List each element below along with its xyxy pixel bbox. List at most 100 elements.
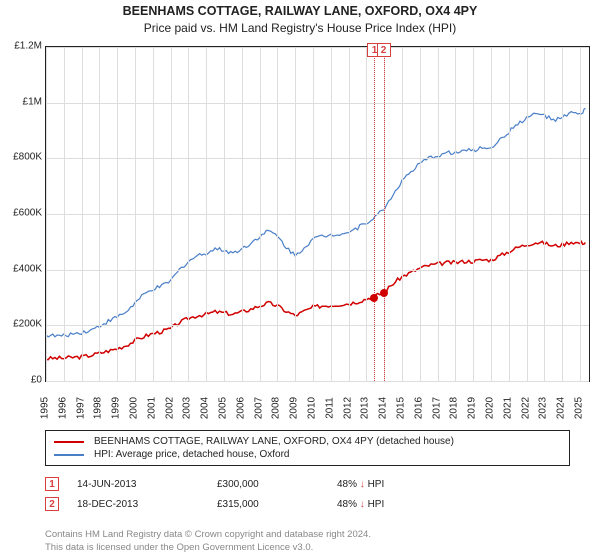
gridline-v: [402, 47, 403, 381]
gridline-h: [46, 325, 589, 326]
y-tick-label: £0: [2, 375, 42, 386]
reference-badge: 2: [377, 43, 391, 57]
sale-delta: 48% ↓ HPI: [337, 499, 417, 510]
x-tick-label: 2018: [449, 397, 460, 419]
x-tick-label: 2001: [146, 397, 157, 419]
gridline-v: [331, 47, 332, 381]
sales-table: 114-JUN-2013£300,00048% ↓ HPI 2 18-DEC-201…: [45, 474, 570, 514]
sale-price: £300,000: [217, 479, 337, 490]
x-axis: 1995199619971998199920002001200220032004…: [45, 384, 590, 424]
gridline-v: [82, 47, 83, 381]
x-tick-label: 2014: [378, 397, 389, 419]
y-tick-label: £1M: [2, 96, 42, 107]
legend-label: BEENHAMS COTTAGE, RAILWAY LANE, OXFORD, …: [94, 436, 454, 447]
x-tick-label: 1996: [57, 397, 68, 419]
y-tick-label: £400K: [2, 263, 42, 274]
x-tick-label: 2023: [538, 397, 549, 419]
x-tick-label: 1995: [40, 397, 51, 419]
x-tick-label: 2024: [556, 397, 567, 419]
sale-delta: 48% ↓ HPI: [337, 479, 417, 490]
x-tick-label: 2025: [574, 397, 585, 419]
gridline-v: [206, 47, 207, 381]
sale-marker-dot: [380, 289, 388, 297]
x-tick-label: 2003: [182, 397, 193, 419]
attribution-line-2: This data is licensed under the Open Gov…: [45, 542, 371, 554]
sale-date: 14-JUN-2013: [77, 479, 217, 490]
x-tick-label: 2009: [289, 397, 300, 419]
reference-line: [384, 47, 385, 381]
gridline-v: [277, 47, 278, 381]
legend-label: HPI: Average price, detached house, Oxfo…: [94, 449, 290, 460]
x-tick-label: 2005: [218, 397, 229, 419]
x-tick-label: 2008: [271, 397, 282, 419]
x-tick-label: 2020: [485, 397, 496, 419]
legend-row: HPI: Average price, detached house, Oxfo…: [54, 448, 561, 461]
gridline-v: [580, 47, 581, 381]
gridline-v: [171, 47, 172, 381]
gridline-v: [224, 47, 225, 381]
gridline-h: [46, 214, 589, 215]
series-line-hpi_oxford: [46, 108, 585, 337]
chart-subtitle: Price paid vs. HM Land Registry's House …: [0, 21, 600, 35]
gridline-v: [313, 47, 314, 381]
gridline-v: [544, 47, 545, 381]
x-tick-label: 2000: [129, 397, 140, 419]
x-tick-label: 2019: [467, 397, 478, 419]
gridline-v: [153, 47, 154, 381]
gridline-h: [46, 103, 589, 104]
y-tick-label: £800K: [2, 152, 42, 163]
title-block: BEENHAMS COTTAGE, RAILWAY LANE, OXFORD, …: [0, 0, 600, 37]
gridline-v: [117, 47, 118, 381]
gridline-v: [242, 47, 243, 381]
x-tick-label: 2021: [502, 397, 513, 419]
down-arrow-icon: ↓: [360, 479, 365, 490]
gridline-v: [64, 47, 65, 381]
gridline-v: [295, 47, 296, 381]
reference-line: [374, 47, 375, 381]
sale-badge: 2: [45, 497, 59, 511]
x-tick-label: 1997: [75, 397, 86, 419]
chart-plot-area: 12: [45, 46, 590, 382]
gridline-v: [46, 47, 47, 381]
gridline-v: [349, 47, 350, 381]
gridline-v: [509, 47, 510, 381]
gridline-v: [188, 47, 189, 381]
gridline-v: [473, 47, 474, 381]
sale-date: 18-DEC-2013: [77, 499, 217, 510]
x-tick-label: 2011: [324, 397, 335, 419]
x-tick-label: 2016: [413, 397, 424, 419]
sale-marker-dot: [370, 294, 378, 302]
legend-swatch: [54, 441, 84, 443]
gridline-v: [260, 47, 261, 381]
gridline-v: [455, 47, 456, 381]
gridline-v: [420, 47, 421, 381]
x-tick-label: 2012: [342, 397, 353, 419]
attribution: Contains HM Land Registry data © Crown c…: [45, 529, 371, 554]
x-tick-label: 2002: [164, 397, 175, 419]
y-tick-label: £200K: [2, 319, 42, 330]
legend-swatch: [54, 454, 84, 456]
sale-row: 114-JUN-2013£300,00048% ↓ HPI: [45, 474, 570, 494]
gridline-h: [46, 270, 589, 271]
series-line-subject_property: [46, 241, 585, 359]
chart-title: BEENHAMS COTTAGE, RAILWAY LANE, OXFORD, …: [0, 4, 600, 18]
x-tick-label: 2006: [235, 397, 246, 419]
x-tick-label: 2004: [200, 397, 211, 419]
x-tick-label: 2010: [307, 397, 318, 419]
gridline-v: [99, 47, 100, 381]
gridline-v: [438, 47, 439, 381]
x-tick-label: 2007: [253, 397, 264, 419]
y-tick-label: £600K: [2, 208, 42, 219]
attribution-line-1: Contains HM Land Registry data © Crown c…: [45, 529, 371, 541]
gridline-v: [491, 47, 492, 381]
gridline-h: [46, 47, 589, 48]
x-tick-label: 2015: [396, 397, 407, 419]
x-tick-label: 2013: [360, 397, 371, 419]
sale-row: 218-DEC-2013£315,00048% ↓ HPI: [45, 494, 570, 514]
y-tick-label: £1.2M: [2, 41, 42, 52]
gridline-v: [135, 47, 136, 381]
x-tick-label: 1999: [111, 397, 122, 419]
gridline-h: [46, 381, 589, 382]
x-tick-label: 1998: [93, 397, 104, 419]
gridline-v: [527, 47, 528, 381]
